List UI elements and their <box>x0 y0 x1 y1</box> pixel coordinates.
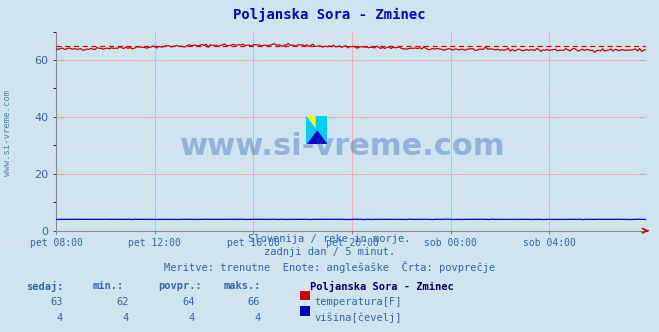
Text: sedaj:: sedaj: <box>26 281 64 291</box>
Text: 64: 64 <box>182 297 194 307</box>
Text: višina[čevelj]: višina[čevelj] <box>314 313 402 323</box>
Text: min.:: min.: <box>92 281 123 290</box>
Text: Slovenija / reke in morje.: Slovenija / reke in morje. <box>248 234 411 244</box>
Polygon shape <box>316 116 327 130</box>
Text: Meritve: trenutne  Enote: anglešaške  Črta: povprečje: Meritve: trenutne Enote: anglešaške Črta… <box>164 261 495 273</box>
Polygon shape <box>306 116 316 130</box>
Text: 4: 4 <box>254 313 260 323</box>
Text: 4: 4 <box>123 313 129 323</box>
Text: 66: 66 <box>248 297 260 307</box>
Polygon shape <box>306 130 327 144</box>
Text: povpr.:: povpr.: <box>158 281 202 290</box>
Text: www.si-vreme.com: www.si-vreme.com <box>180 131 505 161</box>
Text: 4: 4 <box>57 313 63 323</box>
Text: Poljanska Sora - Zminec: Poljanska Sora - Zminec <box>310 281 453 291</box>
Polygon shape <box>306 116 316 144</box>
Text: www.si-vreme.com: www.si-vreme.com <box>3 90 13 176</box>
Polygon shape <box>316 116 327 144</box>
Text: temperatura[F]: temperatura[F] <box>314 297 402 307</box>
Text: 4: 4 <box>188 313 194 323</box>
Text: zadnji dan / 5 minut.: zadnji dan / 5 minut. <box>264 247 395 257</box>
Text: 62: 62 <box>116 297 129 307</box>
Text: Poljanska Sora - Zminec: Poljanska Sora - Zminec <box>233 8 426 23</box>
Text: maks.:: maks.: <box>224 281 262 290</box>
Text: 63: 63 <box>50 297 63 307</box>
